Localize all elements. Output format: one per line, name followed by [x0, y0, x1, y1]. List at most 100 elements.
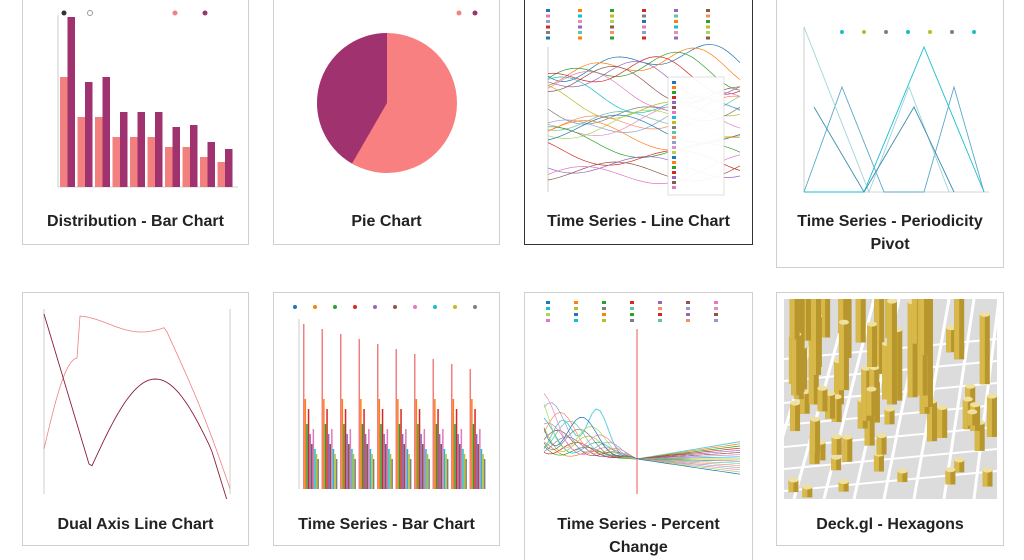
chart-card[interactable]: Time Series - Bar Chart — [273, 292, 500, 546]
card-title[interactable]: Deck.gl - Hexagons — [816, 516, 964, 533]
legend-swatch — [546, 301, 550, 304]
legend-swatch — [578, 36, 582, 40]
card-title[interactable]: Time Series - Percent Change — [557, 516, 720, 556]
decor-bar — [409, 459, 412, 489]
hex-column — [919, 299, 925, 356]
card-title[interactable]: Time Series - Periodicity Pivot — [797, 213, 983, 253]
decor-bar — [428, 459, 430, 489]
tooltip-swatch — [672, 186, 676, 189]
decor-bar — [217, 162, 225, 187]
card-title[interactable]: Dual Axis Line Chart — [57, 516, 214, 533]
hex-column — [967, 411, 973, 426]
hex-column — [842, 437, 848, 462]
hex-column — [911, 299, 917, 344]
legend-swatch — [706, 25, 710, 29]
decor-bar — [303, 324, 305, 489]
legend-swatch — [642, 36, 646, 40]
decor-bar — [388, 449, 390, 489]
decor-line — [804, 45, 985, 193]
legend-dot — [293, 305, 297, 309]
decor-bar — [311, 444, 313, 489]
legend-swatch — [578, 9, 582, 12]
decor-bar — [326, 409, 328, 489]
hex-top — [979, 311, 990, 317]
thumbnail — [784, 299, 997, 499]
tooltip-swatch — [672, 116, 676, 119]
legend-swatch — [658, 301, 662, 304]
decor-bar — [445, 454, 447, 489]
card-title[interactable]: Time Series - Bar Chart — [298, 516, 475, 533]
decor-bar — [361, 424, 364, 489]
hex-column — [861, 368, 867, 421]
decor-line — [43, 315, 231, 489]
chart-card[interactable]: Time Series - Line Chart — [524, 0, 753, 245]
decor-bar — [463, 454, 466, 489]
legend-dot — [353, 305, 357, 309]
legend-swatch — [610, 25, 614, 29]
decor-slice — [317, 33, 387, 164]
hex-column — [945, 469, 951, 485]
decor-bar — [415, 399, 418, 489]
decor-bar — [378, 399, 381, 489]
decor-bar — [304, 399, 307, 489]
legend-dot — [61, 10, 67, 16]
tooltip-swatch — [672, 181, 676, 184]
decor-bar — [395, 349, 397, 489]
decor-bar — [190, 125, 198, 187]
decor-bar — [406, 449, 409, 489]
hex-column — [855, 299, 861, 343]
tooltip-swatch — [672, 156, 676, 159]
card-title[interactable]: Distribution - Bar Chart — [47, 213, 224, 230]
legend-dot — [313, 305, 317, 309]
chart-card[interactable]: Dual Axis Line Chart — [22, 292, 249, 546]
tooltip-swatch — [672, 176, 676, 179]
tooltip-swatch — [672, 101, 676, 104]
hex-column — [873, 454, 879, 472]
hex-top — [817, 385, 828, 391]
decor-bar — [360, 399, 362, 489]
chart-card[interactable]: Pie Chart — [273, 0, 500, 245]
hex-column — [954, 460, 965, 473]
decor-bar — [67, 17, 75, 187]
thumbnail — [43, 309, 231, 499]
hex-column — [884, 409, 890, 425]
legend-swatch — [602, 301, 606, 304]
legend-swatch — [630, 301, 634, 304]
legend-swatch — [630, 319, 634, 322]
hex-top — [965, 383, 976, 389]
legend-swatch — [630, 307, 634, 310]
chart-card[interactable]: Time Series - Periodicity Pivot — [776, 0, 1004, 268]
chart-card[interactable]: Distribution - Bar Chart — [22, 0, 249, 245]
street — [942, 299, 976, 499]
legend-swatch — [642, 31, 646, 34]
legend-swatch — [642, 25, 646, 29]
card-title[interactable]: Pie Chart — [351, 213, 422, 230]
decor-bar — [307, 409, 310, 489]
decor-bar — [405, 429, 407, 489]
legend-swatch — [602, 319, 606, 322]
decor-bar — [385, 444, 387, 489]
chart-card[interactable]: Deck.gl - Hexagons — [776, 292, 1004, 546]
hex-column — [834, 360, 840, 405]
legend-dot — [928, 30, 932, 34]
legend-dot — [413, 305, 417, 309]
hex-column — [838, 299, 844, 334]
decor-bar — [341, 399, 344, 489]
decor-bar — [452, 399, 455, 489]
hex-column — [911, 299, 922, 344]
chart-card[interactable]: Time Series - Percent Change — [524, 292, 753, 560]
hex-top — [842, 434, 853, 440]
legend-swatch — [546, 31, 550, 34]
hex-column — [857, 399, 863, 429]
legend-dot — [472, 10, 478, 16]
hex-top — [946, 325, 957, 331]
legend-swatch — [706, 20, 710, 23]
hex-top — [986, 393, 997, 399]
decor-bar — [312, 429, 315, 489]
card-title[interactable]: Time Series - Line Chart — [547, 213, 730, 230]
hex-column — [825, 393, 831, 419]
hex-top — [788, 477, 799, 483]
decor-bar — [434, 399, 436, 489]
legend-swatch — [546, 9, 550, 12]
